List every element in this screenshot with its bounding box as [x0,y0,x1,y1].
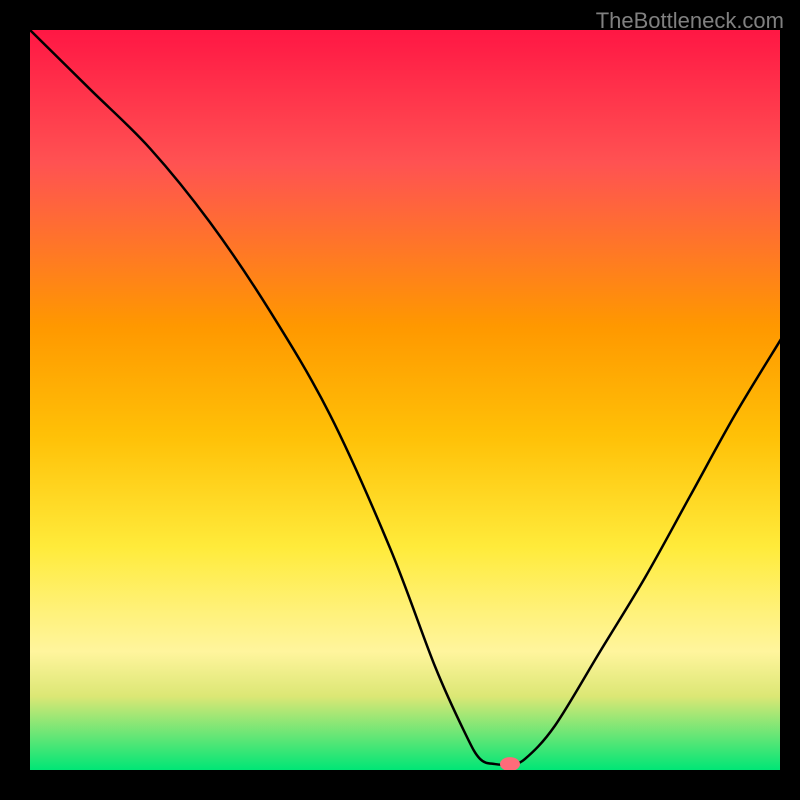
chart-svg [30,30,780,770]
chart-container: TheBottleneck.com [0,0,800,800]
watermark-text: TheBottleneck.com [596,8,784,34]
plot-area [30,30,780,770]
